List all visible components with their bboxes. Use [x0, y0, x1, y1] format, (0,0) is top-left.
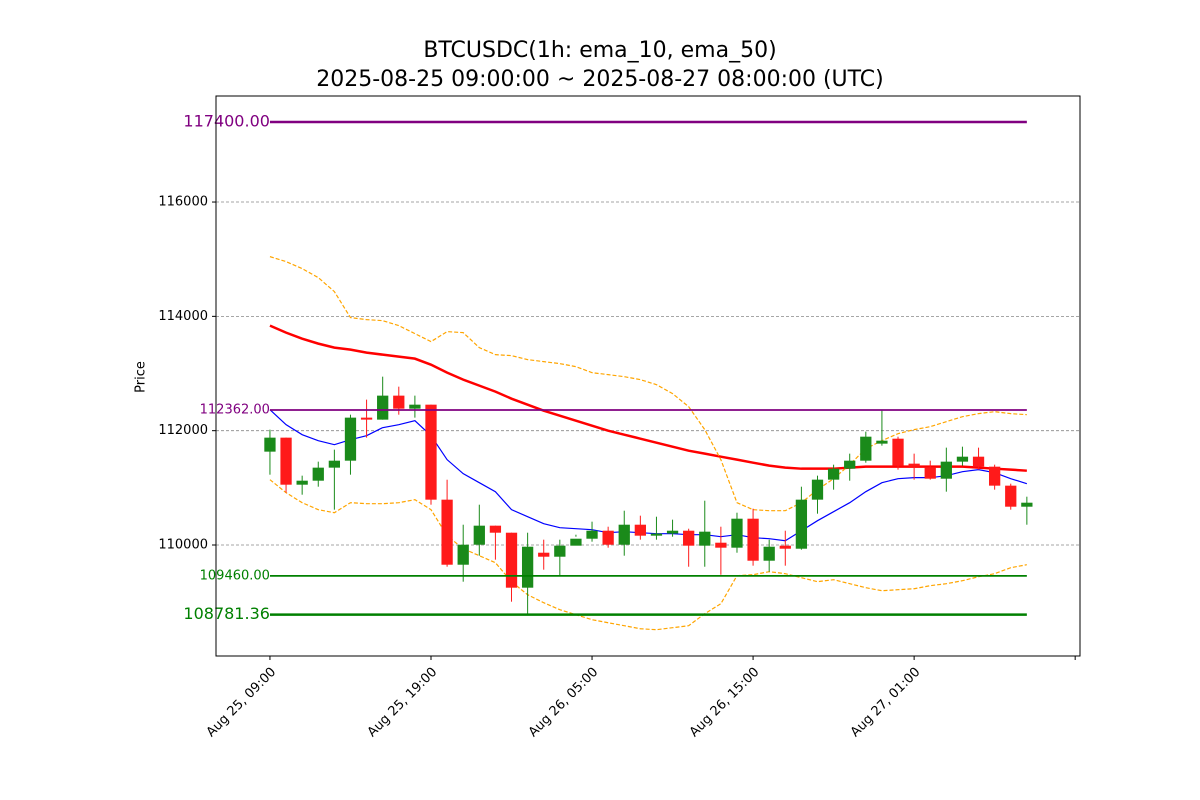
candle-body — [683, 530, 695, 546]
candle-body — [393, 395, 405, 409]
candle-body — [328, 460, 341, 468]
candle-body — [956, 456, 969, 462]
candle-body — [989, 466, 1001, 486]
candle-body — [280, 437, 292, 485]
candle-body — [650, 533, 663, 536]
x-tick-label: Aug 26, 05:00 — [526, 665, 602, 741]
x-tick-label: Aug 25, 19:00 — [365, 665, 441, 741]
chart-subtitle: 2025-08-25 09:00:00 ~ 2025-08-27 08:00:0… — [316, 67, 884, 92]
candle-body — [779, 545, 791, 549]
x-tick-label: Aug 25, 09:00 — [204, 665, 280, 741]
candle-body — [731, 518, 743, 548]
candle-body — [377, 395, 389, 420]
candle-body — [634, 524, 646, 536]
indicator-line — [269, 479, 1027, 631]
indicator-line — [269, 256, 1027, 512]
y-axis-label: Price — [134, 361, 149, 393]
level-label: 109460.00 — [200, 568, 270, 583]
candle-body — [457, 544, 469, 565]
candle-body — [473, 525, 485, 545]
candle-body — [908, 463, 920, 467]
candle-body — [489, 525, 502, 533]
candle-body — [264, 437, 276, 452]
level-label: 117400.00 — [183, 112, 270, 131]
candle-body — [602, 530, 614, 545]
candle-body — [538, 552, 550, 557]
candle-body — [344, 417, 357, 461]
candle-body — [972, 456, 985, 467]
candle-body — [892, 438, 904, 466]
candle-body — [521, 546, 534, 588]
candle-body — [441, 499, 453, 565]
y-tick-label: 114000 — [158, 309, 208, 324]
candle-body — [586, 530, 598, 539]
candle-body — [1021, 502, 1033, 507]
candle-body — [409, 404, 421, 409]
candle-body — [1005, 485, 1017, 507]
candle-body — [360, 417, 373, 420]
chart-title: BTCUSDC(1h: ema_10, ema_50) — [423, 38, 776, 63]
indicator-line — [269, 409, 1028, 542]
x-tick-label: Aug 27, 01:00 — [848, 665, 924, 741]
candle-body — [876, 440, 888, 444]
level-label: 108781.36 — [183, 604, 270, 623]
candle-body — [795, 499, 808, 549]
candle-body — [296, 480, 308, 485]
x-tick-label: Aug 26, 15:00 — [687, 665, 763, 741]
candle-body — [699, 531, 711, 546]
level-label: 112362.00 — [200, 402, 270, 417]
candle-body — [666, 530, 679, 534]
candle-body — [763, 546, 775, 561]
candle-body — [827, 468, 840, 480]
candle-body — [618, 524, 630, 545]
candle-body — [924, 467, 936, 479]
y-tick-label: 110000 — [158, 537, 208, 552]
plot-frame — [215, 95, 1081, 657]
candle-body — [312, 467, 324, 481]
indicator-line — [269, 324, 1027, 472]
candle-body — [860, 436, 872, 461]
candle-body — [747, 518, 759, 561]
candle-body — [425, 404, 437, 500]
candle-body — [940, 461, 952, 479]
candle-body — [505, 532, 518, 588]
y-tick-label: 116000 — [158, 195, 208, 210]
candle-body — [715, 542, 727, 548]
candle-body — [554, 545, 566, 557]
candle-body — [570, 538, 582, 546]
y-tick-label: 112000 — [158, 423, 208, 438]
candle-body — [844, 460, 856, 469]
candle-body — [811, 479, 824, 500]
